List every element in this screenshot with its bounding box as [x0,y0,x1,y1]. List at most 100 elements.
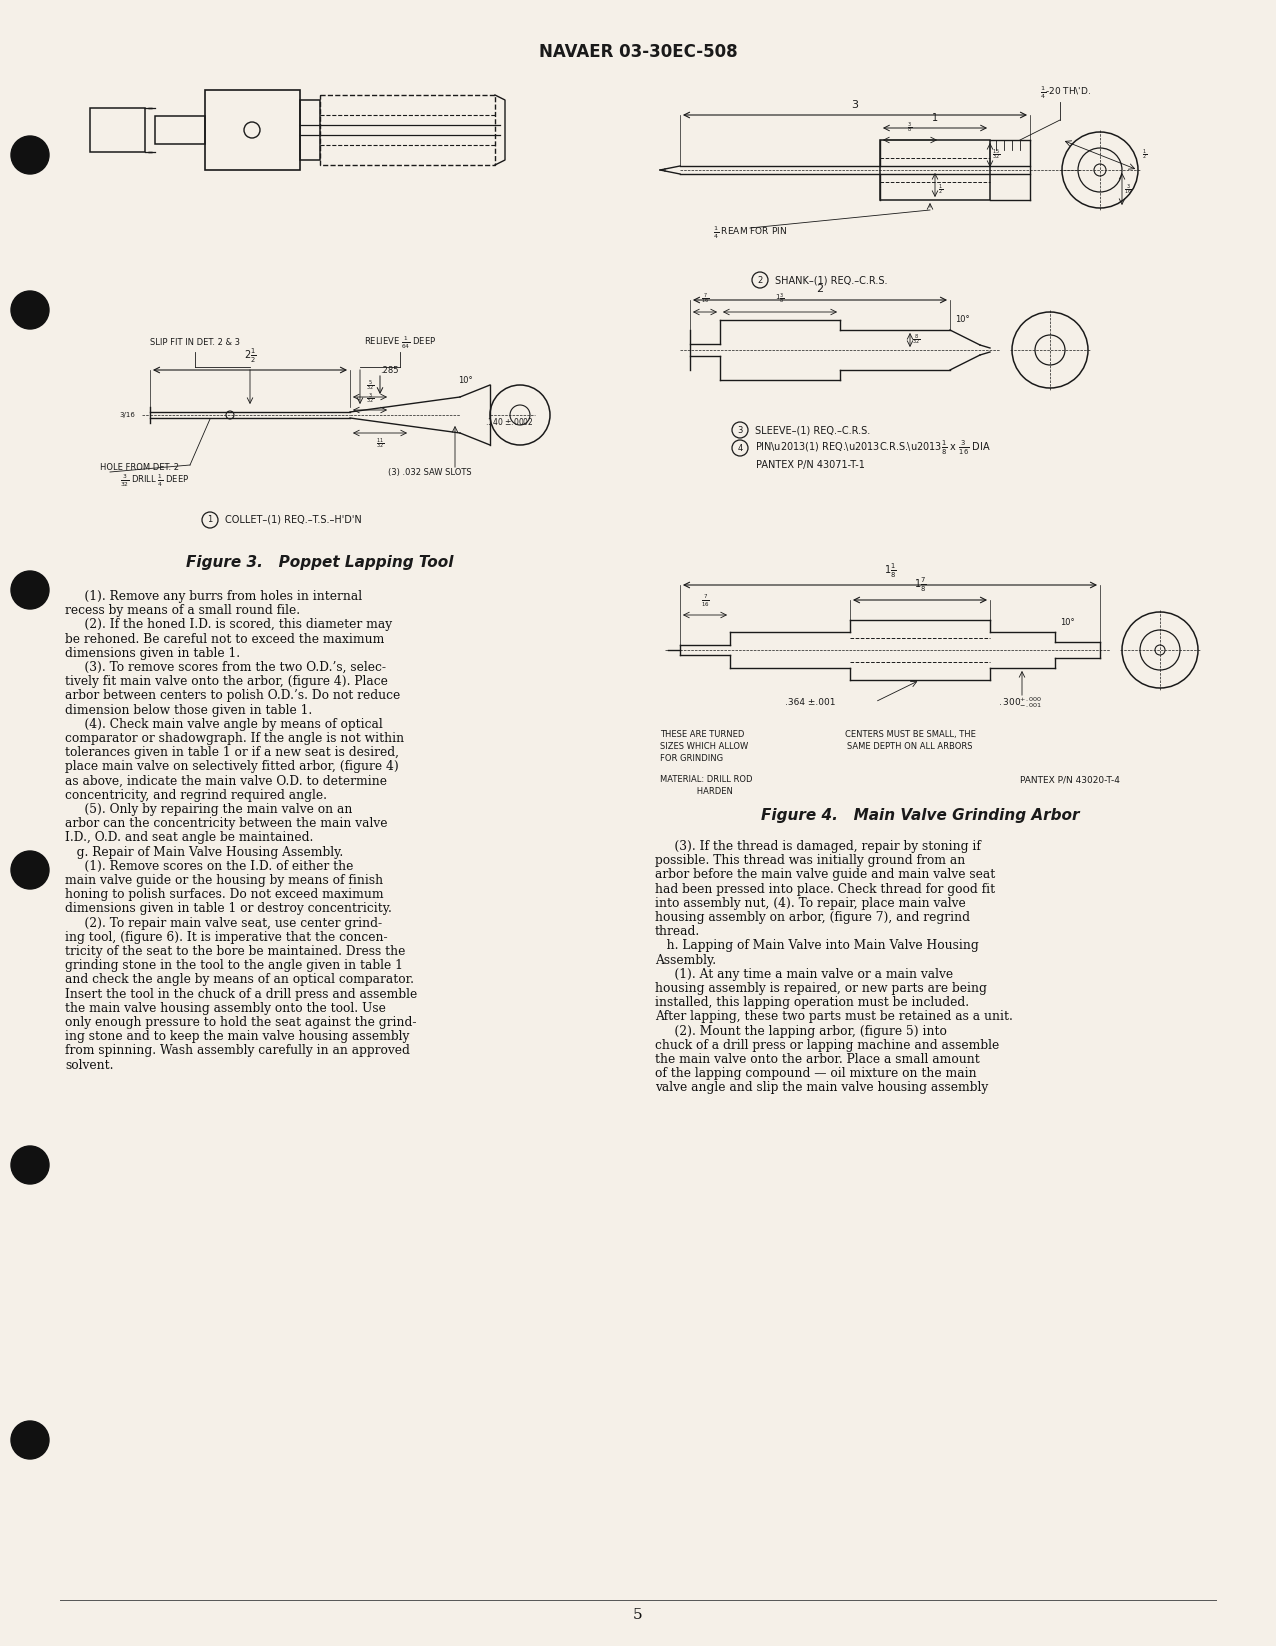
Text: solvent.: solvent. [65,1058,114,1072]
Text: dimensions given in table 1 or destroy concentricity.: dimensions given in table 1 or destroy c… [65,902,392,915]
Text: installed, this lapping operation must be included.: installed, this lapping operation must b… [655,996,970,1009]
Text: arbor between centers to polish O.D.’s. Do not reduce: arbor between centers to polish O.D.’s. … [65,690,401,703]
Text: comparator or shadowgraph. If the angle is not within: comparator or shadowgraph. If the angle … [65,732,404,746]
Text: Assembly.: Assembly. [655,953,716,966]
Text: be rehoned. Be careful not to exceed the maximum: be rehoned. Be careful not to exceed the… [65,632,384,645]
Text: tively fit main valve onto the arbor, (figure 4). Place: tively fit main valve onto the arbor, (f… [65,675,388,688]
Circle shape [11,571,48,609]
Text: 1: 1 [931,114,938,123]
Text: $\frac{1}{2}$: $\frac{1}{2}$ [1142,148,1147,161]
Text: main valve guide or the housing by means of finish: main valve guide or the housing by means… [65,874,383,887]
Text: (1). At any time a main valve or a main valve: (1). At any time a main valve or a main … [655,968,953,981]
Text: $\frac{15}{32}$: $\frac{15}{32}$ [991,148,1000,161]
Text: SHANK–(1) REQ.–C.R.S.: SHANK–(1) REQ.–C.R.S. [775,275,888,285]
Text: (4). Check main valve angle by means of optical: (4). Check main valve angle by means of … [65,718,383,731]
Text: PANTEX P/N 43020-T-4: PANTEX P/N 43020-T-4 [1020,775,1120,783]
Text: (1). Remove scores on the I.D. of either the: (1). Remove scores on the I.D. of either… [65,859,353,872]
Text: 1: 1 [208,515,213,525]
Text: MATERIAL: DRILL ROD
              HARDEN: MATERIAL: DRILL ROD HARDEN [660,775,753,795]
Text: concentricity, and regrind required angle.: concentricity, and regrind required angl… [65,788,327,802]
Text: 5: 5 [633,1608,643,1621]
Text: Figure 3.   Poppet Lapping Tool: Figure 3. Poppet Lapping Tool [186,555,454,570]
Text: $\frac{1}{4}$-20 TH\'D.: $\frac{1}{4}$-20 TH\'D. [1040,84,1091,100]
Text: tricity of the seat to the bore be maintained. Dress the: tricity of the seat to the bore be maint… [65,945,406,958]
Text: honing to polish surfaces. Do not exceed maximum: honing to polish surfaces. Do not exceed… [65,889,384,902]
Text: $\frac{3}{16}$: $\frac{3}{16}$ [1124,183,1132,198]
Text: chuck of a drill press or lapping machine and assemble: chuck of a drill press or lapping machin… [655,1039,999,1052]
Bar [320,95,495,165]
Text: $1\frac{1}{8}$: $1\frac{1}{8}$ [884,561,896,579]
Text: ing stone and to keep the main valve housing assembly: ing stone and to keep the main valve hou… [65,1030,410,1044]
Text: place main valve on selectively fitted arbor, (figure 4): place main valve on selectively fitted a… [65,760,398,774]
Text: $\frac{3}{32}$: $\frac{3}{32}$ [366,392,374,407]
Text: housing assembly on arbor, (figure 7), and regrind: housing assembly on arbor, (figure 7), a… [655,910,970,923]
Text: (2). If the honed I.D. is scored, this diameter may: (2). If the honed I.D. is scored, this d… [65,619,392,632]
Text: PANTEX P/N 43071-T-1: PANTEX P/N 43071-T-1 [755,459,864,471]
Circle shape [11,1146,48,1183]
Text: Insert the tool in the chuck of a drill press and assemble: Insert the tool in the chuck of a drill … [65,988,417,1001]
Text: RELIEVE $\frac{1}{64}$ DEEP: RELIEVE $\frac{1}{64}$ DEEP [364,334,436,351]
Bar [91,109,145,151]
Text: $.300^{+.000}_{-.001}$: $.300^{+.000}_{-.001}$ [998,695,1042,709]
Text: SLIP FIT IN DET. 2 & 3: SLIP FIT IN DET. 2 & 3 [151,337,240,347]
Text: and check the angle by means of an optical comparator.: and check the angle by means of an optic… [65,973,413,986]
Text: .285: .285 [380,365,398,375]
Text: $\frac{11}{32}$: $\frac{11}{32}$ [376,436,384,451]
Text: 3/16: 3/16 [119,412,135,418]
Text: $\frac{3}{32}$ DRILL $\frac{1}{4}$ DEEP: $\frac{3}{32}$ DRILL $\frac{1}{4}$ DEEP [120,472,189,489]
Text: dimensions given in table 1.: dimensions given in table 1. [65,647,240,660]
Text: $\frac{7}{16}$: $\frac{7}{16}$ [701,593,709,609]
Text: h. Lapping of Main Valve into Main Valve Housing: h. Lapping of Main Valve into Main Valve… [655,940,979,953]
Text: tolerances given in table 1 or if a new seat is desired,: tolerances given in table 1 or if a new … [65,746,399,759]
Text: 2: 2 [758,275,763,285]
Text: (5). Only by repairing the main valve on an: (5). Only by repairing the main valve on… [65,803,352,816]
Text: (3). If the thread is damaged, repair by stoning if: (3). If the thread is damaged, repair by… [655,839,981,853]
Text: COLLET–(1) REQ.–T.S.–H'D'N: COLLET–(1) REQ.–T.S.–H'D'N [225,515,362,525]
Text: the main valve onto the arbor. Place a small amount: the main valve onto the arbor. Place a s… [655,1053,980,1067]
Text: $2\frac{1}{2}$: $2\frac{1}{2}$ [244,347,256,365]
Text: from spinning. Wash assembly carefully in an approved: from spinning. Wash assembly carefully i… [65,1045,410,1057]
Text: THESE ARE TURNED
SIZES WHICH ALLOW
FOR GRINDING: THESE ARE TURNED SIZES WHICH ALLOW FOR G… [660,729,748,762]
Text: HOLE FROM DET. 2: HOLE FROM DET. 2 [100,463,179,472]
Text: (3) .032 SAW SLOTS: (3) .032 SAW SLOTS [388,467,472,477]
Text: $\frac{7}{16}$: $\frac{7}{16}$ [701,291,709,306]
Text: recess by means of a small round file.: recess by means of a small round file. [65,604,300,617]
Text: .140 $\pm$.0002: .140 $\pm$.0002 [485,416,533,426]
Text: SLEEVE–(1) REQ.–C.R.S.: SLEEVE–(1) REQ.–C.R.S. [755,425,870,435]
Text: possible. This thread was initially ground from an: possible. This thread was initially grou… [655,854,965,867]
Text: 3: 3 [851,100,859,110]
Text: $1\frac{3}{8}$: $1\frac{3}{8}$ [776,291,785,306]
Text: ing tool, (figure 6). It is imperative that the concen-: ing tool, (figure 6). It is imperative t… [65,930,388,943]
Text: .364 ±.001: .364 ±.001 [785,698,836,708]
Text: valve angle and slip the main valve housing assembly: valve angle and slip the main valve hous… [655,1081,988,1095]
Text: 10°: 10° [458,375,472,385]
Bar [300,100,320,160]
Text: 3: 3 [738,426,743,435]
Text: arbor can the concentricity between the main valve: arbor can the concentricity between the … [65,816,388,830]
Text: (2). To repair main valve seat, use center grind-: (2). To repair main valve seat, use cent… [65,917,382,930]
Text: only enough pressure to hold the seat against the grind-: only enough pressure to hold the seat ag… [65,1016,416,1029]
Text: $1\frac{7}{8}$: $1\frac{7}{8}$ [914,576,926,594]
Text: $\frac{3}{8}$: $\frac{3}{8}$ [907,120,912,135]
Text: had been pressed into place. Check thread for good fit: had been pressed into place. Check threa… [655,882,995,895]
Text: NAVAER 03-30EC-508: NAVAER 03-30EC-508 [538,43,738,61]
Text: $\frac{1}{4}$ REAM FOR PIN: $\frac{1}{4}$ REAM FOR PIN [713,224,787,240]
Circle shape [11,1420,48,1458]
Circle shape [11,291,48,329]
Text: grinding stone in the tool to the angle given in table 1: grinding stone in the tool to the angle … [65,960,403,973]
Text: I.D., O.D. and seat angle be maintained.: I.D., O.D. and seat angle be maintained. [65,831,314,844]
Text: as above, indicate the main valve O.D. to determine: as above, indicate the main valve O.D. t… [65,775,387,787]
Text: housing assembly is repaired, or new parts are being: housing assembly is repaired, or new par… [655,983,986,994]
Bar [205,91,300,170]
Text: into assembly nut, (4). To repair, place main valve: into assembly nut, (4). To repair, place… [655,897,966,910]
Text: 4: 4 [738,443,743,453]
Circle shape [11,137,48,174]
Text: $\frac{1}{2}$: $\frac{1}{2}$ [938,183,943,198]
Text: After lapping, these two parts must be retained as a unit.: After lapping, these two parts must be r… [655,1011,1013,1024]
Text: CENTERS MUST BE SMALL, THE
SAME DEPTH ON ALL ARBORS: CENTERS MUST BE SMALL, THE SAME DEPTH ON… [845,729,975,751]
Text: (2). Mount the lapping arbor, (figure 5) into: (2). Mount the lapping arbor, (figure 5)… [655,1024,947,1037]
Text: the main valve housing assembly onto the tool. Use: the main valve housing assembly onto the… [65,1002,385,1016]
Text: 10°: 10° [1060,617,1074,627]
Text: $\frac{5}{32}$: $\frac{5}{32}$ [366,379,374,393]
Bar [880,140,990,201]
